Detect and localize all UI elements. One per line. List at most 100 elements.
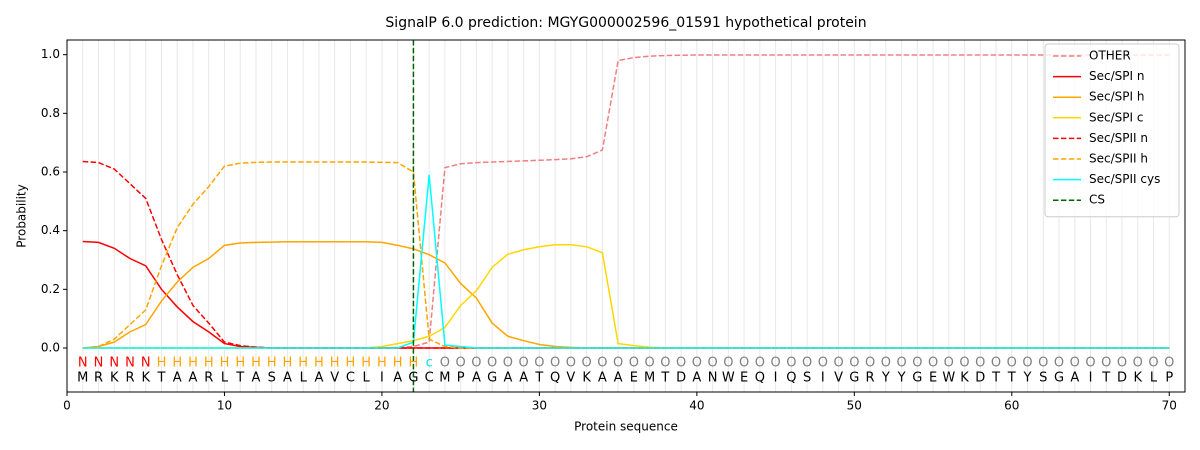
legend-label: Sec/SPI n [1089, 69, 1144, 83]
region-label: O [1164, 356, 1174, 371]
x-tick-label: 10 [217, 399, 232, 413]
legend-label: Sec/SPI h [1089, 90, 1144, 104]
residue: C [425, 371, 434, 386]
residue: V [834, 371, 843, 386]
x-tick-label: 70 [1162, 399, 1177, 413]
x-tick-label: 20 [374, 399, 389, 413]
region-label: H [298, 356, 308, 371]
region-label: O [770, 356, 780, 371]
region-label: O [833, 356, 843, 371]
region-label: H [361, 356, 371, 371]
region-label: O [944, 356, 954, 371]
region-label: O [896, 356, 906, 371]
chart-title: SignalP 6.0 prediction: MGYG000002596_01… [385, 15, 866, 31]
residue: T [534, 371, 543, 386]
residue: R [866, 371, 875, 386]
region-label: O [487, 356, 497, 371]
y-tick-label: 0.0 [41, 341, 60, 355]
residue: T [1007, 371, 1016, 386]
residue: R [94, 371, 103, 386]
legend: OTHER Sec/SPI n Sec/SPI h Sec/SPI c Sec/SPII… [1044, 43, 1180, 218]
residue: E [929, 371, 937, 386]
region-label: O [1022, 356, 1032, 371]
legend-label: Sec/SPI c [1089, 110, 1143, 124]
residue: R [125, 371, 134, 386]
region-label: H [172, 356, 182, 371]
region-label: O [849, 356, 859, 371]
region-label: O [471, 356, 481, 371]
region-label: O [1133, 356, 1143, 371]
residue: P [1165, 371, 1173, 386]
residue: T [157, 371, 166, 386]
region-label: H [157, 356, 167, 371]
residue: K [960, 371, 969, 386]
residue: S [803, 371, 811, 386]
residue: A [472, 371, 481, 386]
residue: G [912, 371, 922, 386]
y-tick-label: 0.2 [41, 282, 60, 296]
residue: L [363, 371, 371, 386]
region-label: O [1085, 356, 1095, 371]
region-label: H [235, 356, 245, 371]
residue: T [991, 371, 1000, 386]
x-tick-label: 0 [63, 399, 71, 413]
residue: Q [786, 371, 796, 386]
residue: N [708, 371, 718, 386]
region-label: O [629, 356, 639, 371]
residue: A [189, 371, 198, 386]
region-label: O [1070, 356, 1080, 371]
residue: S [1039, 371, 1047, 386]
series-line [82, 240, 1170, 349]
residue: Q [550, 371, 560, 386]
residue: E [630, 371, 638, 386]
residue: L [300, 371, 308, 386]
residue: G [1054, 371, 1064, 386]
region-label: N [94, 356, 104, 371]
region-label: O [550, 356, 560, 371]
region-label: H [188, 356, 198, 371]
legend-label: OTHER [1089, 49, 1131, 63]
region-label: O [456, 356, 466, 371]
residue: T [1101, 371, 1110, 386]
residue: L [1150, 371, 1158, 386]
region-label: O [645, 356, 655, 371]
region-label: O [676, 356, 686, 371]
legend-label: Sec/SPII cys [1089, 172, 1160, 186]
residue: L [221, 371, 229, 386]
region-label: O [1054, 356, 1064, 371]
y-tick-label: 0.4 [41, 223, 60, 237]
residue: K [582, 371, 591, 386]
region-label: O [1101, 356, 1111, 371]
region-label: O [928, 356, 938, 371]
region-label: O [613, 356, 623, 371]
region-label: O [707, 356, 717, 371]
residue: A [173, 371, 182, 386]
region-label: H [314, 356, 324, 371]
region-label: O [582, 356, 592, 371]
region-label: O [739, 356, 749, 371]
region-label: O [566, 356, 576, 371]
residue: A [614, 371, 623, 386]
residue: I [821, 371, 825, 386]
region-label: O [1007, 356, 1017, 371]
region-label: O [1117, 356, 1127, 371]
residue: M [644, 371, 655, 386]
residue: A [393, 371, 402, 386]
residue: A [503, 371, 512, 386]
region-label: O [723, 356, 733, 371]
region-label: O [519, 356, 529, 371]
x-axis-label: Protein sequence [574, 420, 678, 434]
series-line [82, 161, 1170, 349]
region-label: O [959, 356, 969, 371]
region-label: O [912, 356, 922, 371]
series-line [82, 244, 1170, 349]
x-tick-label: 40 [689, 399, 704, 413]
residue: V [330, 371, 339, 386]
residue: G [487, 371, 497, 386]
region-label: H [251, 356, 261, 371]
region-label: H [283, 356, 293, 371]
residue: D [676, 371, 686, 386]
residue: W [722, 371, 735, 386]
residue: P [457, 371, 465, 386]
residue: A [252, 371, 261, 386]
